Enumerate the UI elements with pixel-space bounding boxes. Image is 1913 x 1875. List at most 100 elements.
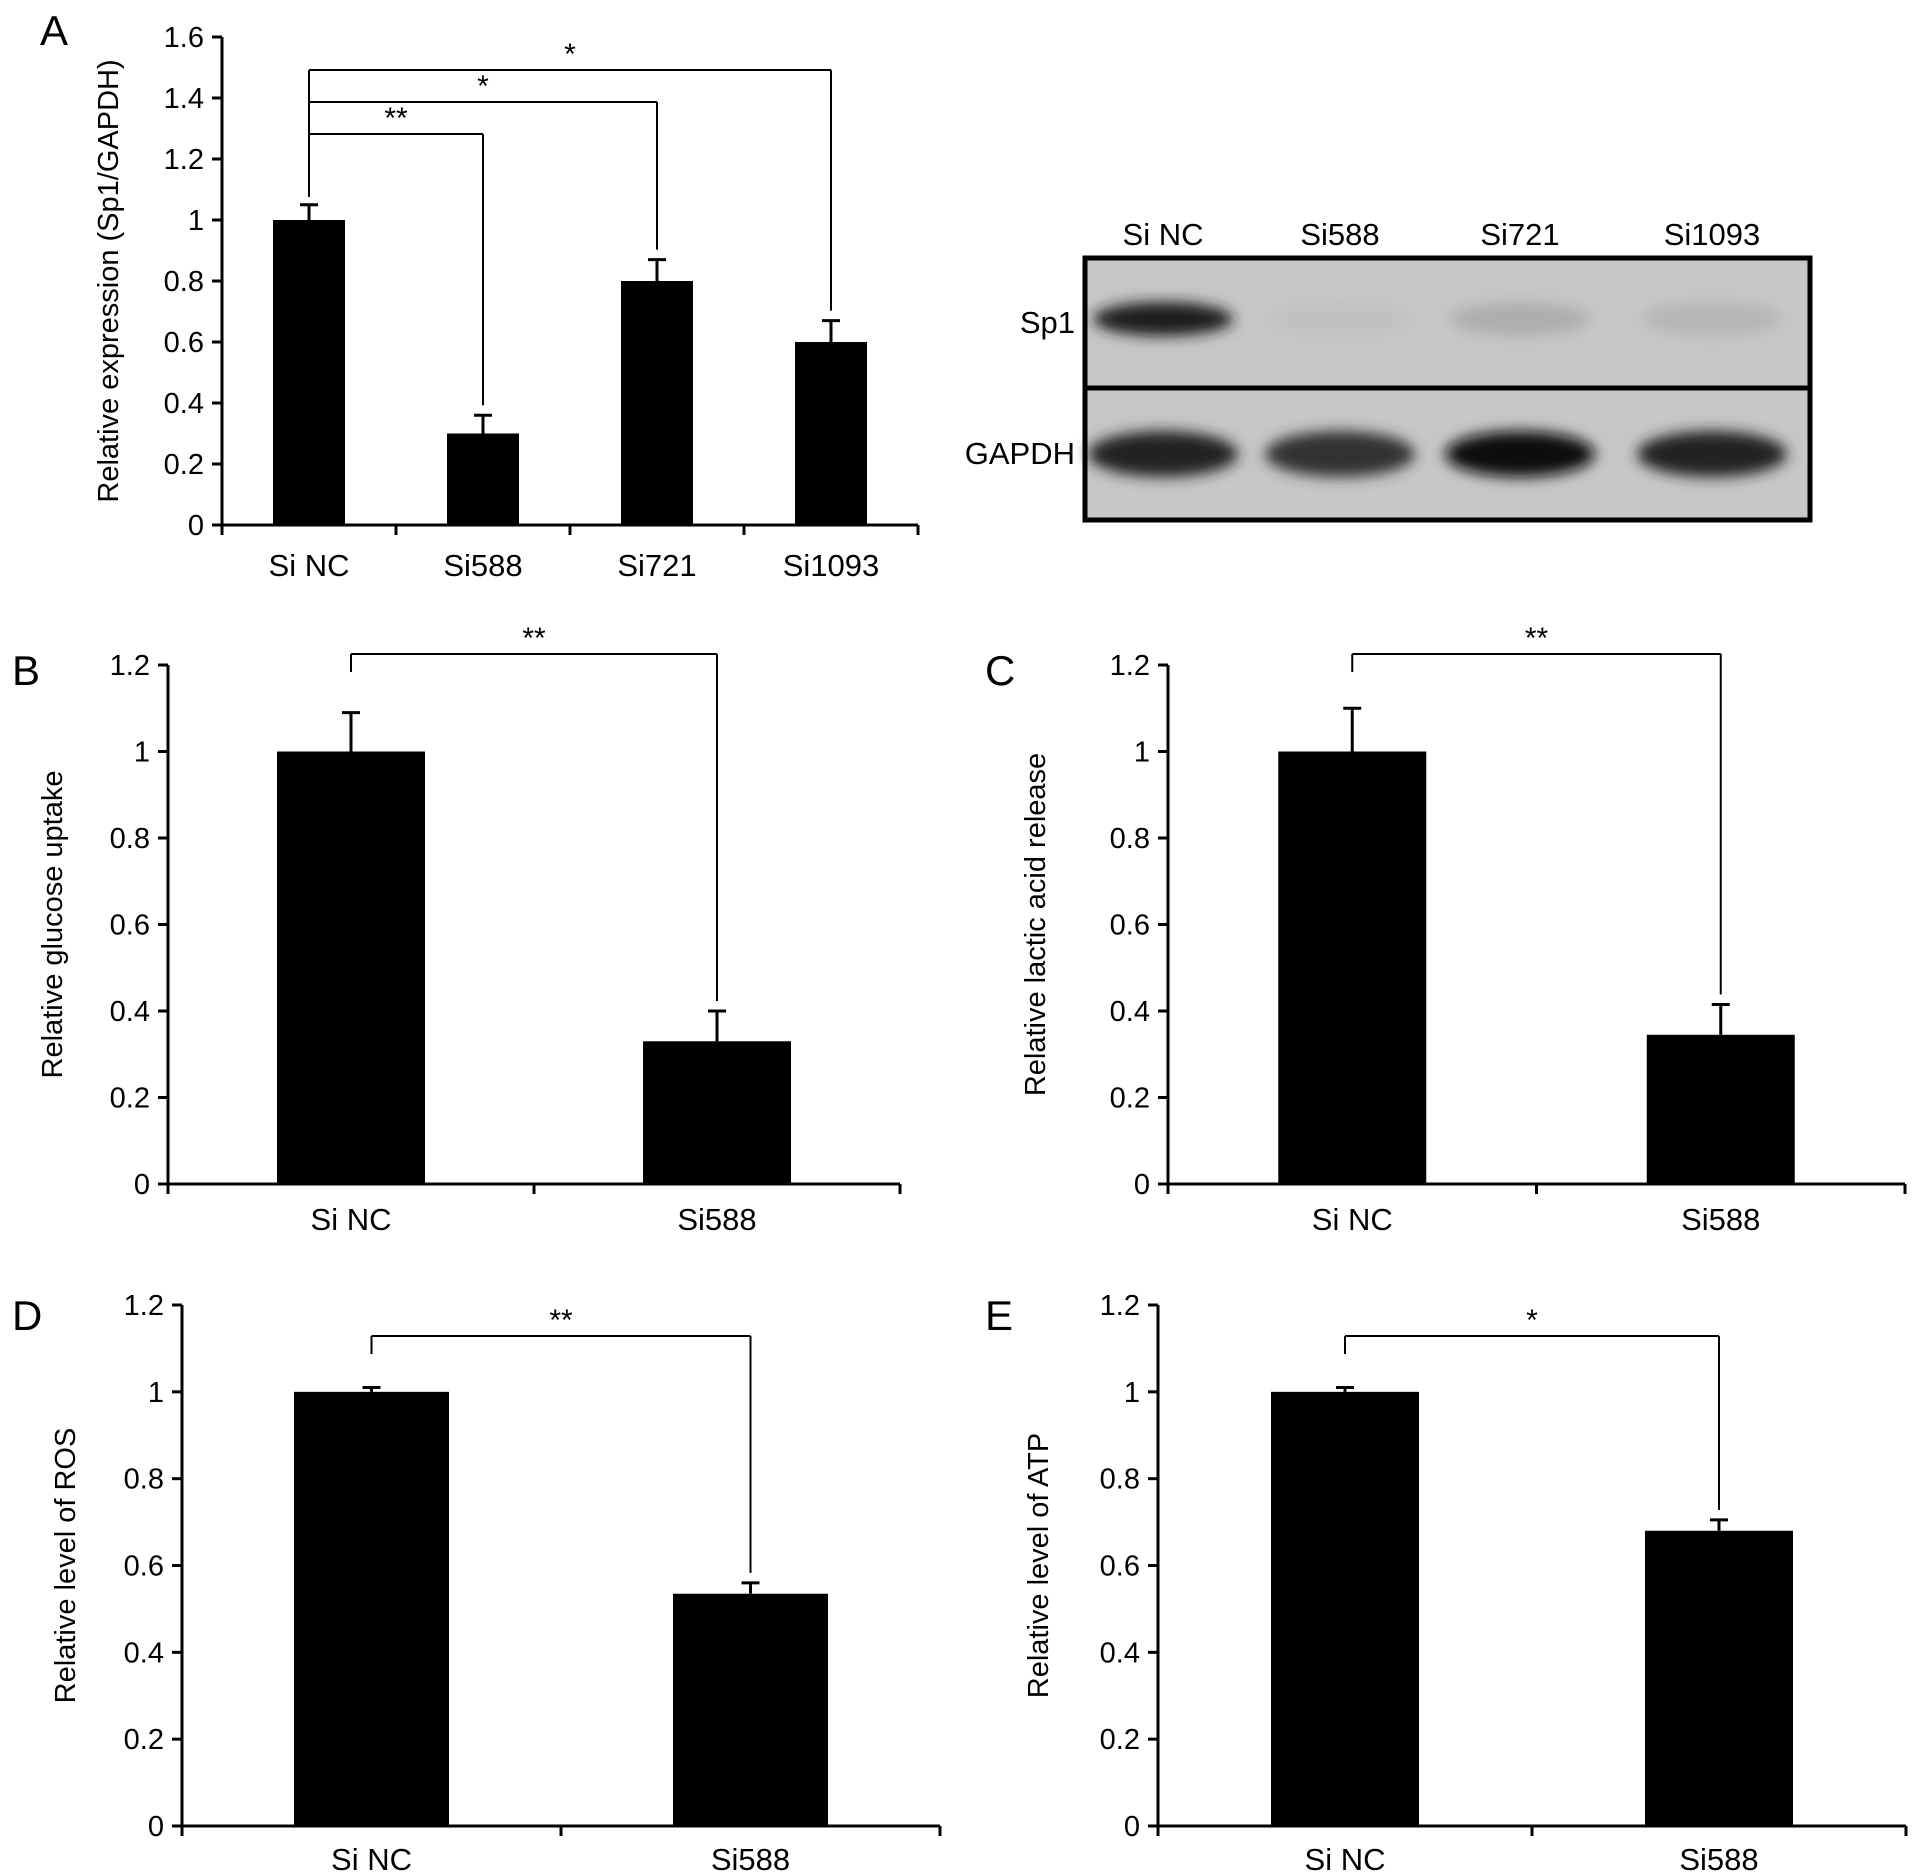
x-category-label: Si721 (617, 548, 696, 583)
x-category-label: Si NC (269, 548, 350, 583)
y-tick-label: 1 (188, 205, 204, 237)
y-tick-label: 0.6 (124, 1551, 164, 1583)
chart-panel-b: 0 0.2 0.4 0.6 0.8 1 1.2 Relative glucose uptake… (37, 622, 902, 1237)
significance-label: * (564, 38, 576, 71)
y-tick-label: 0 (1134, 1169, 1150, 1201)
bar-si721 (621, 281, 693, 525)
western-blot: Si NC Si588 Si721 Si1093 Sp1 GAPDH (965, 217, 1813, 523)
y-tick-label: 1.2 (1100, 1290, 1140, 1322)
x-category-label: Si588 (677, 1202, 756, 1237)
y-axis-title: Relative level of ROS (50, 1428, 82, 1704)
y-tick-label: 0.4 (1100, 1637, 1140, 1669)
y-tick-label: 0.8 (110, 823, 150, 855)
chart-panel-d: 0 0.2 0.4 0.6 0.8 1 1.2 Relative level of ROS Si… (50, 1290, 942, 1875)
chart-panel-c: 0 0.2 0.4 0.6 0.8 1 1.2 Relative lactic acid re… (1020, 622, 1907, 1237)
significance-label: * (1526, 1304, 1538, 1337)
bar-si588 (673, 1593, 828, 1826)
panel-letter-c: C (985, 647, 1015, 694)
bar-si-nc (294, 1391, 449, 1826)
y-axis-title: Relative expression (Sp1/GAPDH) (93, 59, 125, 502)
y-tick-label: 0.4 (110, 996, 150, 1028)
blot-row-label: Sp1 (1020, 305, 1075, 340)
y-tick-label: 0.4 (164, 388, 204, 420)
y-tick-label: 1.2 (110, 650, 150, 682)
y-tick-label: 0 (134, 1169, 150, 1201)
y-tick-label: 1.2 (124, 1290, 164, 1322)
blot-lane-label: Si NC (1123, 217, 1204, 252)
panel-letter-e: E (985, 1292, 1013, 1339)
y-tick-label: 0 (1124, 1811, 1140, 1843)
y-tick-label: 0.6 (164, 327, 204, 359)
bar-si-nc (1271, 1391, 1419, 1826)
y-axis-title: Relative lactic acid release (1020, 753, 1052, 1096)
x-category-label: Si NC (311, 1202, 392, 1237)
x-category-label: Si NC (1312, 1202, 1393, 1237)
y-tick-label: 1 (134, 737, 150, 769)
blot-row-frame (1082, 385, 1813, 523)
chart-panel-e: 0 0.2 0.4 0.6 0.8 1 1.2 Relative level of ATP Si… (1023, 1290, 1908, 1875)
y-tick-label: 0.6 (110, 910, 150, 942)
bar-si1093 (795, 342, 867, 525)
blot-band-sp1 (1450, 302, 1590, 336)
y-tick-label: 0.4 (124, 1637, 164, 1669)
y-axis-title: Relative level of ATP (1023, 1433, 1055, 1698)
y-tick-label: 1 (1134, 737, 1150, 769)
y-tick-label: 1 (1124, 1377, 1140, 1409)
significance-label: ** (1525, 622, 1549, 655)
y-axis-title: Relative glucose uptake (37, 771, 69, 1079)
bar-si588 (447, 433, 519, 525)
x-category-label: Si NC (331, 1842, 412, 1875)
blot-lane-label: Si588 (1300, 217, 1379, 252)
significance-label: ** (549, 1304, 573, 1337)
panel-letter-d: D (12, 1292, 42, 1339)
y-tick-label: 1 (148, 1377, 164, 1409)
blot-band-gapdh (1637, 431, 1787, 477)
y-tick-label: 0.8 (1100, 1464, 1140, 1496)
y-tick-label: 1.4 (164, 83, 204, 115)
y-tick-label: 0.2 (110, 1083, 150, 1115)
x-category-label: Si1093 (783, 548, 880, 583)
bar-si-nc (273, 220, 345, 525)
bar-si-nc (1278, 751, 1427, 1184)
blot-band-sp1 (1093, 302, 1233, 336)
y-tick-label: 1.6 (164, 22, 204, 54)
blot-band-gapdh (1265, 431, 1415, 477)
blot-lane-label: Si1093 (1664, 217, 1761, 252)
bar-si588 (1646, 1034, 1795, 1184)
x-category-label: Si588 (711, 1842, 790, 1875)
chart-panel-a: 0 0.2 0.4 0.6 0.8 1 1.2 1.4 1.6 Relative expressi… (93, 22, 920, 583)
significance-label: ** (522, 622, 546, 655)
blot-band-gapdh (1445, 431, 1595, 477)
y-tick-label: 0.2 (164, 449, 204, 481)
y-tick-label: 0 (188, 510, 204, 542)
bar-si588 (643, 1041, 791, 1184)
x-category-label: Si588 (1679, 1842, 1758, 1875)
significance-label: * (477, 70, 489, 103)
bar-si-nc (277, 751, 425, 1184)
bar-si588 (1645, 1530, 1793, 1826)
y-tick-label: 0.6 (1110, 910, 1150, 942)
y-tick-label: 0.4 (1110, 996, 1150, 1028)
blot-band-gapdh (1088, 431, 1238, 477)
y-tick-label: 0.2 (124, 1724, 164, 1756)
y-tick-label: 0.8 (1110, 823, 1150, 855)
x-category-label: Si588 (443, 548, 522, 583)
y-tick-label: 0.2 (1100, 1724, 1140, 1756)
significance-label: ** (384, 102, 408, 135)
y-tick-label: 0.6 (1100, 1551, 1140, 1583)
panel-letter-a: A (40, 7, 68, 54)
blot-lane-label: Si721 (1480, 217, 1559, 252)
blot-band-sp1 (1270, 302, 1410, 336)
y-tick-label: 1.2 (164, 144, 204, 176)
blot-row-label: GAPDH (965, 436, 1075, 471)
x-category-label: Si588 (1681, 1202, 1760, 1237)
blot-band-sp1 (1642, 302, 1782, 336)
y-tick-label: 1.2 (1110, 650, 1150, 682)
y-tick-label: 0.8 (124, 1464, 164, 1496)
y-tick-label: 0.2 (1110, 1083, 1150, 1115)
y-tick-label: 0.8 (164, 266, 204, 298)
x-category-label: Si NC (1305, 1842, 1386, 1875)
panel-letter-b: B (12, 647, 40, 694)
y-tick-label: 0 (148, 1811, 164, 1843)
